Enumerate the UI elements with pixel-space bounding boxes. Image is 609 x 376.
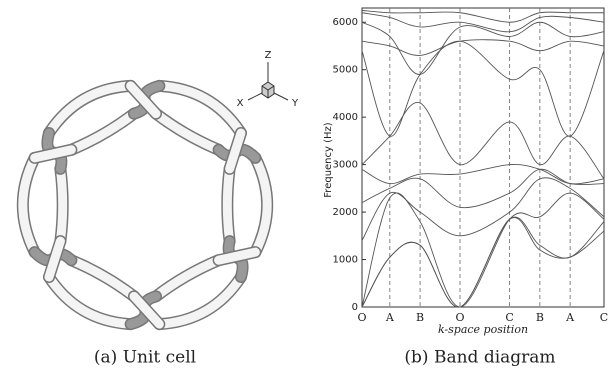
band [362,193,604,307]
y-tick-label: 5000 [333,65,358,76]
x-tick-label: C [600,311,608,324]
x-axis-label: k-space position [438,323,528,336]
tube [156,260,219,296]
tube [71,114,134,150]
x-tick-label: A [385,311,395,324]
axis-z: Z [265,50,272,61]
y-tick-label: 4000 [333,112,358,123]
unit-cell-render [23,86,267,324]
x-tick-label: O [455,311,464,324]
x-tick-label: O [357,311,366,324]
axis-triad [248,62,288,100]
y-tick-label: 3000 [333,160,358,171]
band [362,40,604,56]
y-tick-label: 2000 [333,207,358,218]
band [362,102,604,178]
axis-x: X [237,98,244,109]
x-tick-label: B [536,311,544,324]
tube [60,169,62,241]
figure: Z X Y (a) Unit cell (b) Band diagram Fre… [0,0,609,376]
tube [230,133,241,169]
band [362,22,604,74]
caption: (a) Unit cell [94,348,196,368]
x-tick-label: B [416,311,424,324]
band [362,164,604,183]
tube [49,241,60,277]
plot-frame [362,8,604,307]
band [362,217,604,307]
band [362,218,604,308]
x-tick-label: C [505,311,513,324]
band [362,41,604,136]
band [362,178,604,241]
y-tick-label: 1000 [333,255,358,266]
caption: (b) Band diagram [404,348,555,368]
tube [227,169,229,241]
tube [71,260,134,296]
axis-y: Y [291,98,299,109]
x-tick-label: A [565,311,575,324]
tube [156,114,219,150]
page: Z X Y (a) Unit cell (b) Band diagram Fre… [0,0,609,376]
y-tick-label: 6000 [333,17,358,28]
band [362,169,604,207]
